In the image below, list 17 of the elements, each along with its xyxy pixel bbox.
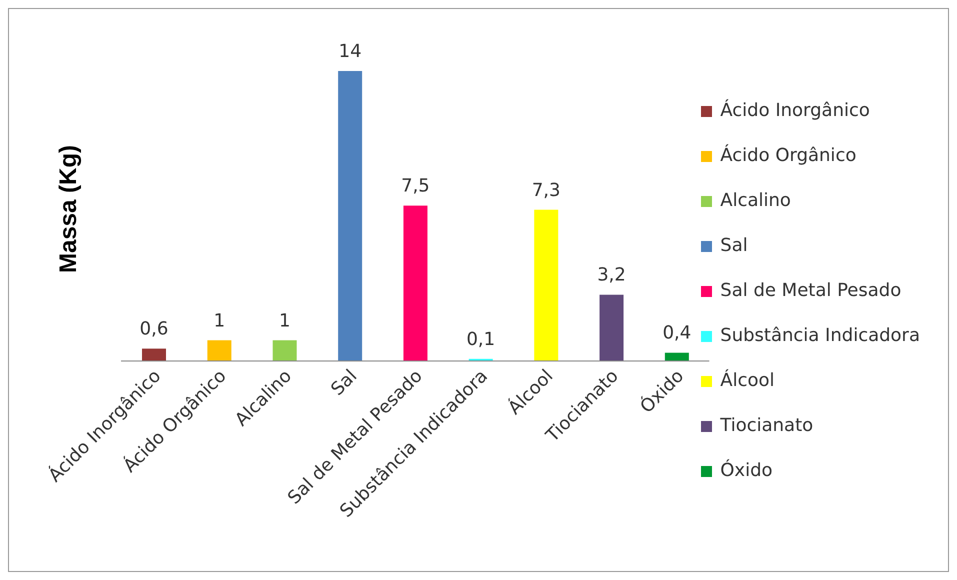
data-label: 14 [338,41,362,62]
data-label: 1 [214,310,226,332]
legend-label: Ácido Orgânico [720,144,856,166]
data-label: 7,3 [532,180,560,201]
legend-label: Sal de Metal Pesado [720,280,902,300]
data-label: 1 [279,310,290,332]
x-tick-label: Sal [327,366,362,400]
data-label: 3,2 [597,264,626,286]
data-label: 0,4 [662,322,692,344]
data-label: 0,6 [140,318,168,340]
legend-label: Ácido Inorgânico [720,100,870,120]
legend-label: Alcalino [720,190,791,210]
legend-label: Substância Indicadora [720,324,920,346]
data-label: 0,1 [466,328,496,350]
legend-label: Sal [720,234,748,256]
y-axis-title: Massa (Kg) [55,144,83,274]
data-label: 7,5 [401,176,430,197]
